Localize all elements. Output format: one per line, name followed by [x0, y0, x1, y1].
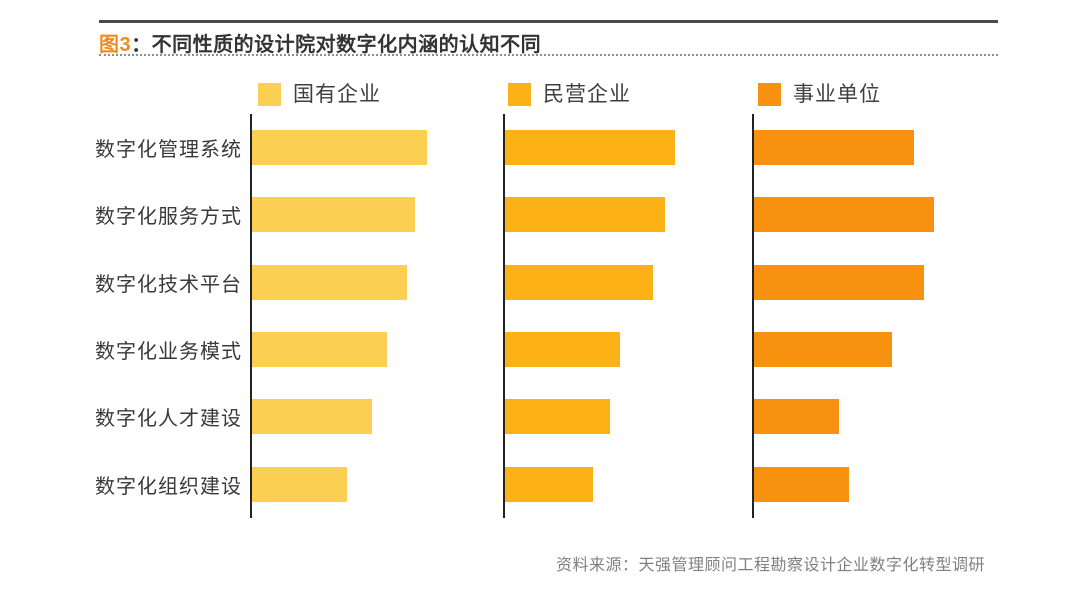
legend-label: 事业单位 [793, 83, 881, 106]
legend-item: 事业单位 [758, 83, 881, 106]
bar [754, 399, 839, 435]
legend-item: 民营企业 [508, 83, 631, 106]
bar [754, 466, 849, 502]
bar [252, 332, 387, 368]
bar [505, 197, 665, 233]
bar [505, 332, 620, 368]
bar-row [505, 383, 755, 450]
bar [252, 264, 407, 300]
category-label: 数字化技术平台 [95, 273, 242, 296]
panel-public-institution [752, 114, 1004, 518]
top-rule [99, 20, 998, 23]
legend-swatch [508, 83, 531, 106]
figure-number: 图3 [99, 34, 132, 56]
category-label: 数字化人才建设 [95, 408, 242, 431]
bar-row [505, 181, 755, 248]
bar [252, 399, 372, 435]
bar-row [754, 249, 1004, 316]
figure-title-text: ：不同性质的设计院对数字化内涵的认知不同 [131, 34, 542, 56]
bar-row [252, 114, 502, 181]
category-label: 数字化组织建设 [95, 475, 242, 498]
legend-swatch [258, 83, 281, 106]
figure-title: 图3：不同性质的设计院对数字化内涵的认知不同 [99, 28, 541, 57]
bar-row [754, 451, 1004, 518]
bar-row [754, 383, 1004, 450]
category-label: 数字化管理系统 [95, 139, 242, 162]
category-label: 数字化业务模式 [95, 341, 242, 364]
bar [505, 466, 593, 502]
bar-row [505, 249, 755, 316]
bar [505, 399, 610, 435]
bar [754, 130, 914, 166]
panel-private [503, 114, 755, 518]
bar-row [252, 383, 502, 450]
bar-row [505, 316, 755, 383]
bar-row [505, 114, 755, 181]
legend-item: 国有企业 [258, 83, 381, 106]
bar [754, 197, 934, 233]
bar-row [252, 451, 502, 518]
bar-row [754, 114, 1004, 181]
bar-row [505, 451, 755, 518]
bar-row [754, 316, 1004, 383]
bar-row [252, 181, 502, 248]
source-note: 资料来源：天强管理顾问工程勘察设计企业数字化转型调研 [555, 557, 985, 574]
bar [754, 332, 892, 368]
bar-row [252, 316, 502, 383]
legend-label: 民营企业 [543, 83, 631, 106]
category-label: 数字化服务方式 [95, 206, 242, 229]
bar [252, 197, 415, 233]
category-axis: 数字化管理系统 数字化服务方式 数字化技术平台 数字化业务模式 数字化人才建设 数字化组织… [95, 114, 247, 518]
bar-row [754, 181, 1004, 248]
bar [252, 466, 347, 502]
bar [252, 130, 427, 166]
legend-label: 国有企业 [293, 83, 381, 106]
legend: 国有企业 民营企业 事业单位 [0, 83, 1080, 107]
bar [754, 264, 924, 300]
legend-swatch [758, 83, 781, 106]
chart: 数字化管理系统 数字化服务方式 数字化技术平台 数字化业务模式 数字化人才建设 数字化组织… [0, 114, 1080, 518]
panel-state-owned [250, 114, 502, 518]
dotted-rule [99, 54, 998, 56]
bar-row [252, 249, 502, 316]
bar [505, 264, 653, 300]
bar [505, 130, 675, 166]
